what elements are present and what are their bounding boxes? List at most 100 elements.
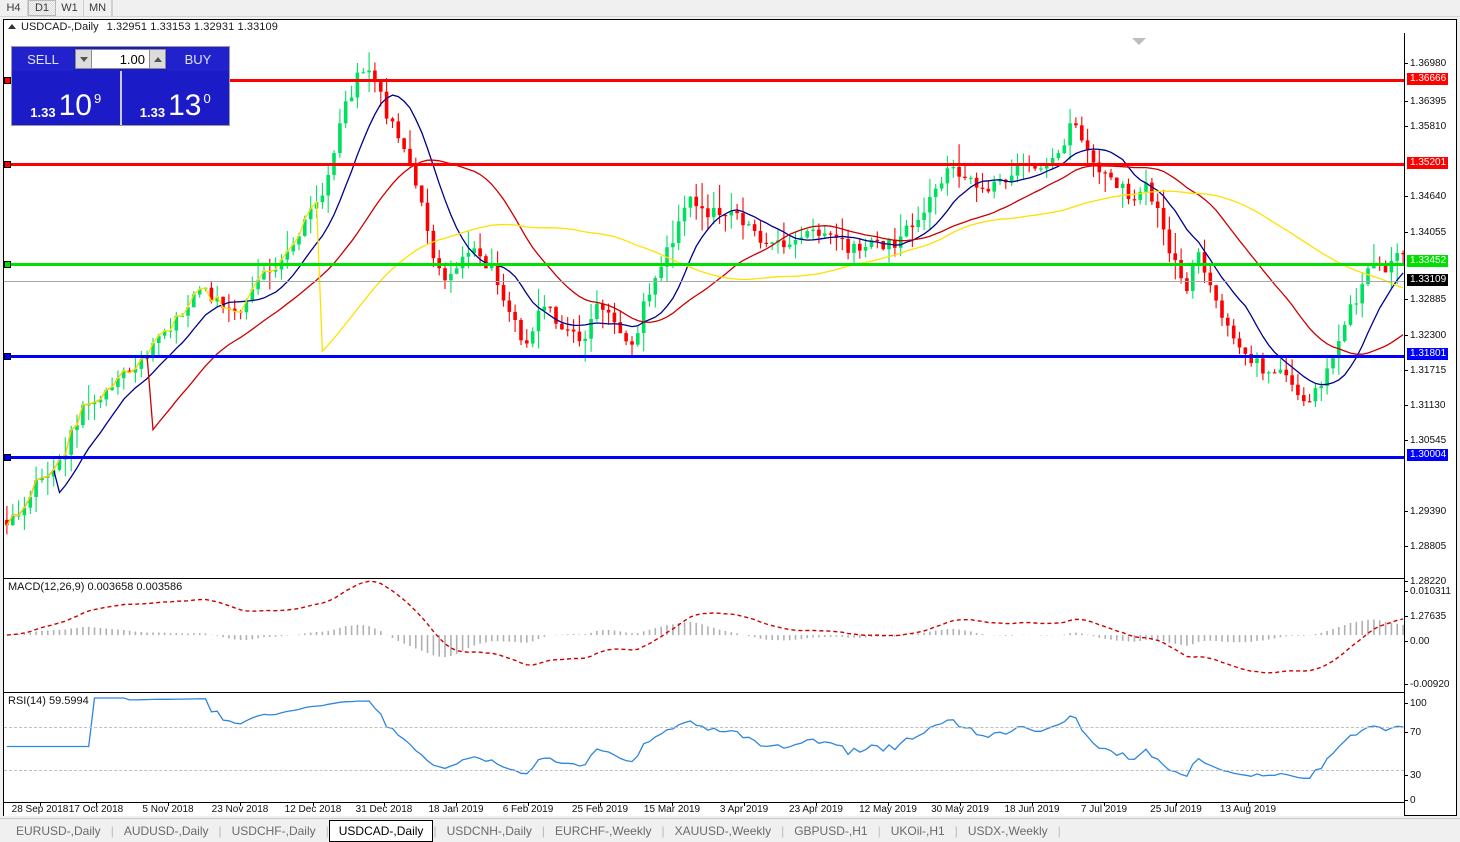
chart-tab-usdcad--daily[interactable]: USDCAD-,Daily: [328, 819, 434, 842]
chart-tab-usdx--weekly[interactable]: USDX-,Weekly: [967, 823, 1048, 838]
chart-shift-triangle-icon[interactable]: [1132, 38, 1146, 45]
price-scale[interactable]: 1.36980 1.36395 1.35810 1.34640 1.34055 1.328…: [1404, 33, 1456, 815]
one-click-trading-panel[interactable]: SELL 1.00 BUY 1.33 10 9 1.33 13 0: [11, 46, 230, 126]
rsi-scale-tick: 0: [1405, 795, 1457, 806]
time-tick-label: 7 Jul 2019: [1080, 804, 1128, 815]
time-tick-label: 3 Apr 2019: [719, 804, 769, 815]
chart-tab-eurchf--weekly[interactable]: EURCHF-,Weekly: [555, 823, 652, 838]
tab-divider: |: [110, 823, 114, 838]
tab-divider: |: [218, 823, 222, 838]
volume-increase-button[interactable]: [149, 49, 166, 69]
time-tick-label: 18 Jun 2019: [1004, 804, 1060, 815]
rsi-pane-divider: [4, 692, 1456, 693]
collapse-triangle-icon[interactable]: [8, 24, 16, 29]
rsi-scale-tick: 70: [1405, 727, 1457, 738]
level-handle[interactable]: [4, 161, 11, 168]
time-tick-mark: [240, 803, 241, 806]
time-tick-label: 30 May 2019: [931, 804, 989, 815]
rsi-scale-tick: 30: [1405, 770, 1457, 781]
volume-stepper[interactable]: 1.00: [75, 49, 166, 69]
level-handle[interactable]: [4, 454, 11, 461]
chart-window: USDCAD-,Daily 1.32951 1.33153 1.32931 1.…: [3, 19, 1457, 816]
buy-button[interactable]: BUY: [167, 47, 229, 71]
price-tick: 1.32885: [1405, 294, 1457, 305]
time-tick-mark: [168, 803, 169, 806]
time-tick-label: 18 Jan 2019: [428, 804, 484, 815]
price-level-badge[interactable]: 1.36666: [1407, 73, 1449, 85]
level-handle[interactable]: [4, 77, 11, 84]
price-level-badge[interactable]: 1.30004: [1407, 449, 1449, 461]
level-line-support-2[interactable]: [4, 454, 1404, 461]
time-tick-label: 25 Jul 2019: [1150, 804, 1202, 815]
triangle-down-icon: [79, 56, 88, 62]
chart-tab-gbpusd--h1[interactable]: GBPUSD-,H1: [794, 823, 868, 838]
timeframe-w1[interactable]: W1: [56, 0, 84, 16]
rsi-overbought-line: [4, 727, 1404, 728]
tab-divider: |: [541, 823, 546, 838]
time-tick-mark: [816, 803, 817, 806]
chart-tab-ukoil--h1[interactable]: UKOil-,H1: [890, 823, 945, 838]
price-tick: 1.31715: [1405, 365, 1457, 376]
buy-price-cell[interactable]: 1.33 13 0: [122, 71, 230, 125]
volume-input[interactable]: 1.00: [92, 49, 149, 69]
chart-tab-audusd--daily[interactable]: AUDUSD-,Daily: [123, 823, 209, 838]
level-line-support-1[interactable]: [4, 353, 1404, 360]
level-line-resistance-1[interactable]: [4, 77, 1404, 84]
time-tick-mark: [313, 803, 314, 806]
chart-tab-usdchf--daily[interactable]: USDCHF-,Daily: [231, 823, 316, 838]
price-level-badge[interactable]: 1.31801: [1407, 348, 1449, 360]
level-line-pivot[interactable]: [4, 261, 1404, 268]
price-tick: 1.27635: [1405, 611, 1457, 622]
level-handle[interactable]: [4, 261, 11, 268]
time-tick-label: 25 Feb 2019: [571, 804, 629, 815]
chart-symbol-label: USDCAD-,Daily: [21, 20, 99, 33]
price-level-badge[interactable]: 1.33452: [1407, 255, 1449, 267]
time-tick-mark: [1248, 803, 1249, 806]
price-level-badge[interactable]: 1.33109: [1407, 274, 1449, 286]
macd-scale-tick: 0.00: [1405, 636, 1457, 647]
rsi-oversold-line: [4, 770, 1404, 771]
toolbar-spacer: [112, 0, 1460, 16]
price-tick: 1.30545: [1405, 435, 1457, 446]
chart-header: USDCAD-,Daily 1.32951 1.33153 1.32931 1.…: [4, 20, 1456, 33]
rsi-label: RSI(14) 59.5994: [8, 695, 92, 707]
chart-tab-eurusd--daily[interactable]: EURUSD-,Daily: [16, 823, 101, 838]
time-tick-mark: [1032, 803, 1033, 806]
timeframe-d1[interactable]: D1: [28, 0, 56, 16]
chart-tab-bar[interactable]: EURUSD-,Daily | AUDUSD-,Daily | USDCHF-,Dail…: [0, 818, 1460, 842]
level-handle[interactable]: [4, 353, 11, 360]
tab-divider: |: [661, 823, 665, 838]
macd-pane[interactable]: MACD(12,26,9) 0.003658 0.003586: [4, 580, 1404, 692]
timeframe-mn[interactable]: MN: [84, 0, 112, 16]
tab-divider: |: [433, 823, 437, 838]
sell-button[interactable]: SELL: [12, 47, 74, 71]
time-tick-label: 23 Nov 2018: [211, 804, 269, 815]
timeframe-h4[interactable]: H4: [0, 0, 28, 16]
time-tick-label: 12 May 2019: [859, 804, 917, 815]
octp-header-row: SELL 1.00 BUY: [12, 47, 229, 71]
buy-price-prefix: 1.33: [139, 105, 166, 120]
sell-price-big: 10: [58, 89, 92, 122]
chart-tab-xauusd--weekly[interactable]: XAUUSD-,Weekly: [674, 823, 772, 838]
time-scale[interactable]: 28 Sep 2018 17 Oct 2018 5 Nov 2018 23 Nov 2…: [4, 802, 1404, 816]
price-tick: 1.34055: [1405, 227, 1457, 238]
level-line-resistance-2[interactable]: [4, 161, 1404, 168]
volume-decrease-button[interactable]: [75, 49, 92, 69]
price-tick: 1.32300: [1405, 330, 1457, 341]
chart-tab-usdcnh--daily[interactable]: USDCNH-,Daily: [446, 823, 532, 838]
price-level-badge[interactable]: 1.35201: [1407, 157, 1449, 169]
rsi-pane[interactable]: RSI(14) 59.5994: [4, 694, 1404, 802]
macd-scale-tick: 0.010311: [1405, 586, 1457, 597]
price-tick: 1.31130: [1405, 400, 1457, 411]
time-tick-mark: [744, 803, 745, 806]
time-tick-mark: [672, 803, 673, 806]
time-tick-mark: [960, 803, 961, 806]
price-tick: 1.34640: [1405, 191, 1457, 202]
price-tick: 1.28220: [1405, 576, 1457, 587]
tab-divider: |: [877, 823, 881, 838]
sell-price-cell[interactable]: 1.33 10 9: [12, 71, 122, 125]
price-pane[interactable]: [4, 33, 1404, 578]
time-tick-mark: [528, 803, 529, 806]
time-tick-label: 6 Feb 2019: [502, 804, 554, 815]
macd-scale-tick: -0.00920: [1405, 679, 1457, 690]
